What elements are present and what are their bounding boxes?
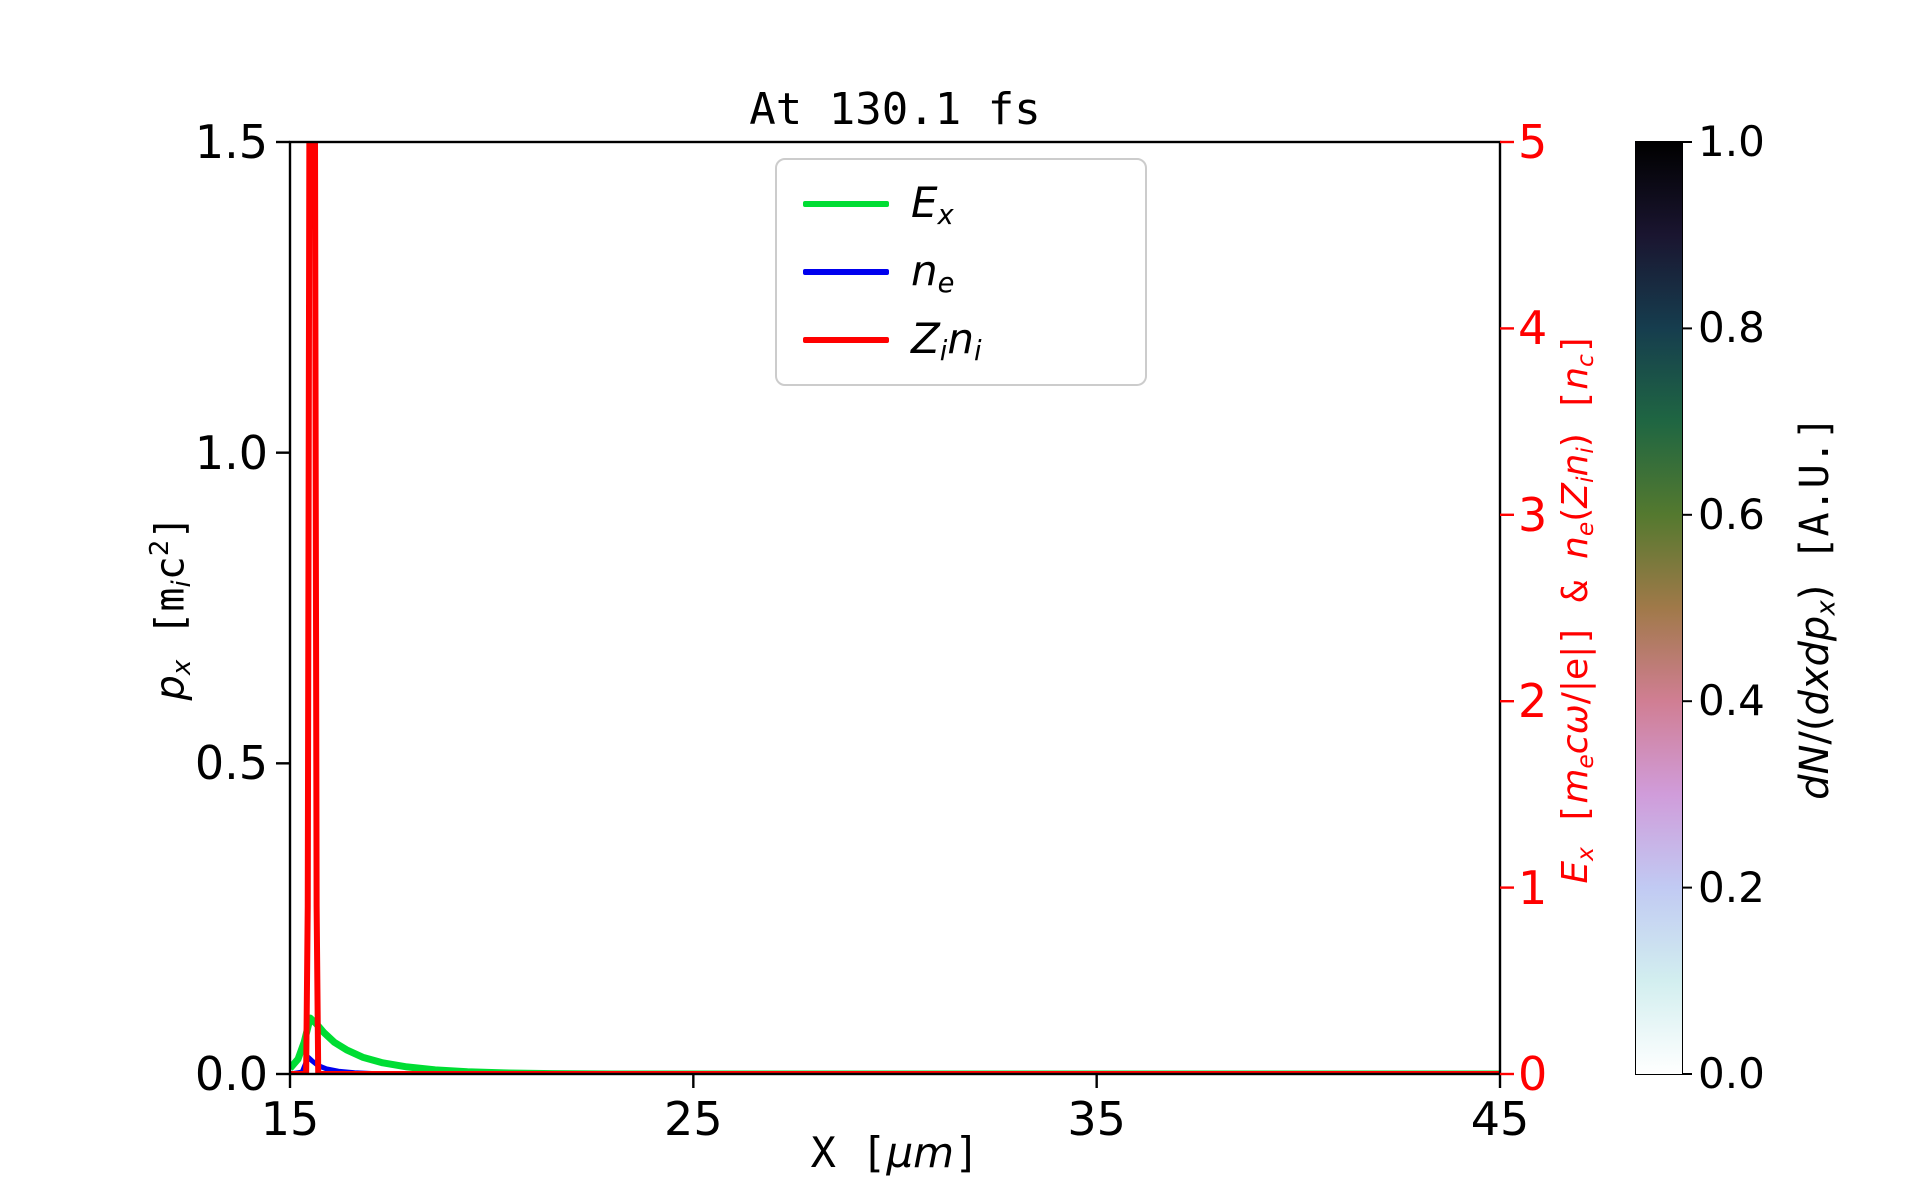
series-line-Ex: [290, 1014, 1500, 1074]
axes-frame: [288, 140, 1502, 1076]
colorbar-gradient: [1636, 142, 1682, 1074]
series-line-Zini: [290, 142, 1500, 1074]
